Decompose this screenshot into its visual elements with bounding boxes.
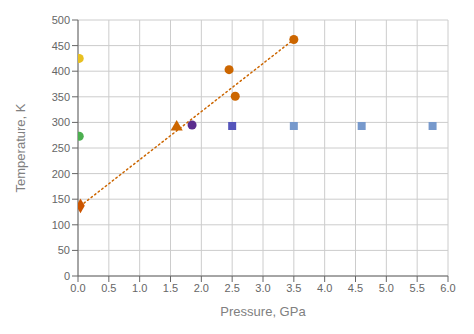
svg-text:500: 500 bbox=[52, 14, 70, 26]
svg-text:3.5: 3.5 bbox=[286, 282, 301, 294]
svg-text:400: 400 bbox=[52, 65, 70, 77]
svg-text:200: 200 bbox=[52, 168, 70, 180]
svg-text:5.0: 5.0 bbox=[379, 282, 394, 294]
svg-text:100: 100 bbox=[52, 219, 70, 231]
svg-text:0: 0 bbox=[64, 270, 70, 282]
svg-text:6.0: 6.0 bbox=[440, 282, 455, 294]
svg-text:Temperature, K: Temperature, K bbox=[13, 103, 28, 192]
svg-text:50: 50 bbox=[58, 244, 70, 256]
svg-text:2.0: 2.0 bbox=[194, 282, 209, 294]
svg-text:300: 300 bbox=[52, 116, 70, 128]
svg-text:0.0: 0.0 bbox=[70, 282, 85, 294]
svg-text:450: 450 bbox=[52, 40, 70, 52]
svg-text:2.5: 2.5 bbox=[225, 282, 240, 294]
svg-text:4.5: 4.5 bbox=[348, 282, 363, 294]
svg-text:5.5: 5.5 bbox=[410, 282, 425, 294]
svg-text:1.0: 1.0 bbox=[132, 282, 147, 294]
svg-text:350: 350 bbox=[52, 91, 70, 103]
svg-text:4.0: 4.0 bbox=[317, 282, 332, 294]
svg-text:250: 250 bbox=[52, 142, 70, 154]
svg-text:Pressure, GPa: Pressure, GPa bbox=[220, 304, 306, 319]
svg-text:3.0: 3.0 bbox=[255, 282, 270, 294]
svg-text:0.5: 0.5 bbox=[101, 282, 116, 294]
svg-text:1.5: 1.5 bbox=[163, 282, 178, 294]
svg-text:150: 150 bbox=[52, 193, 70, 205]
